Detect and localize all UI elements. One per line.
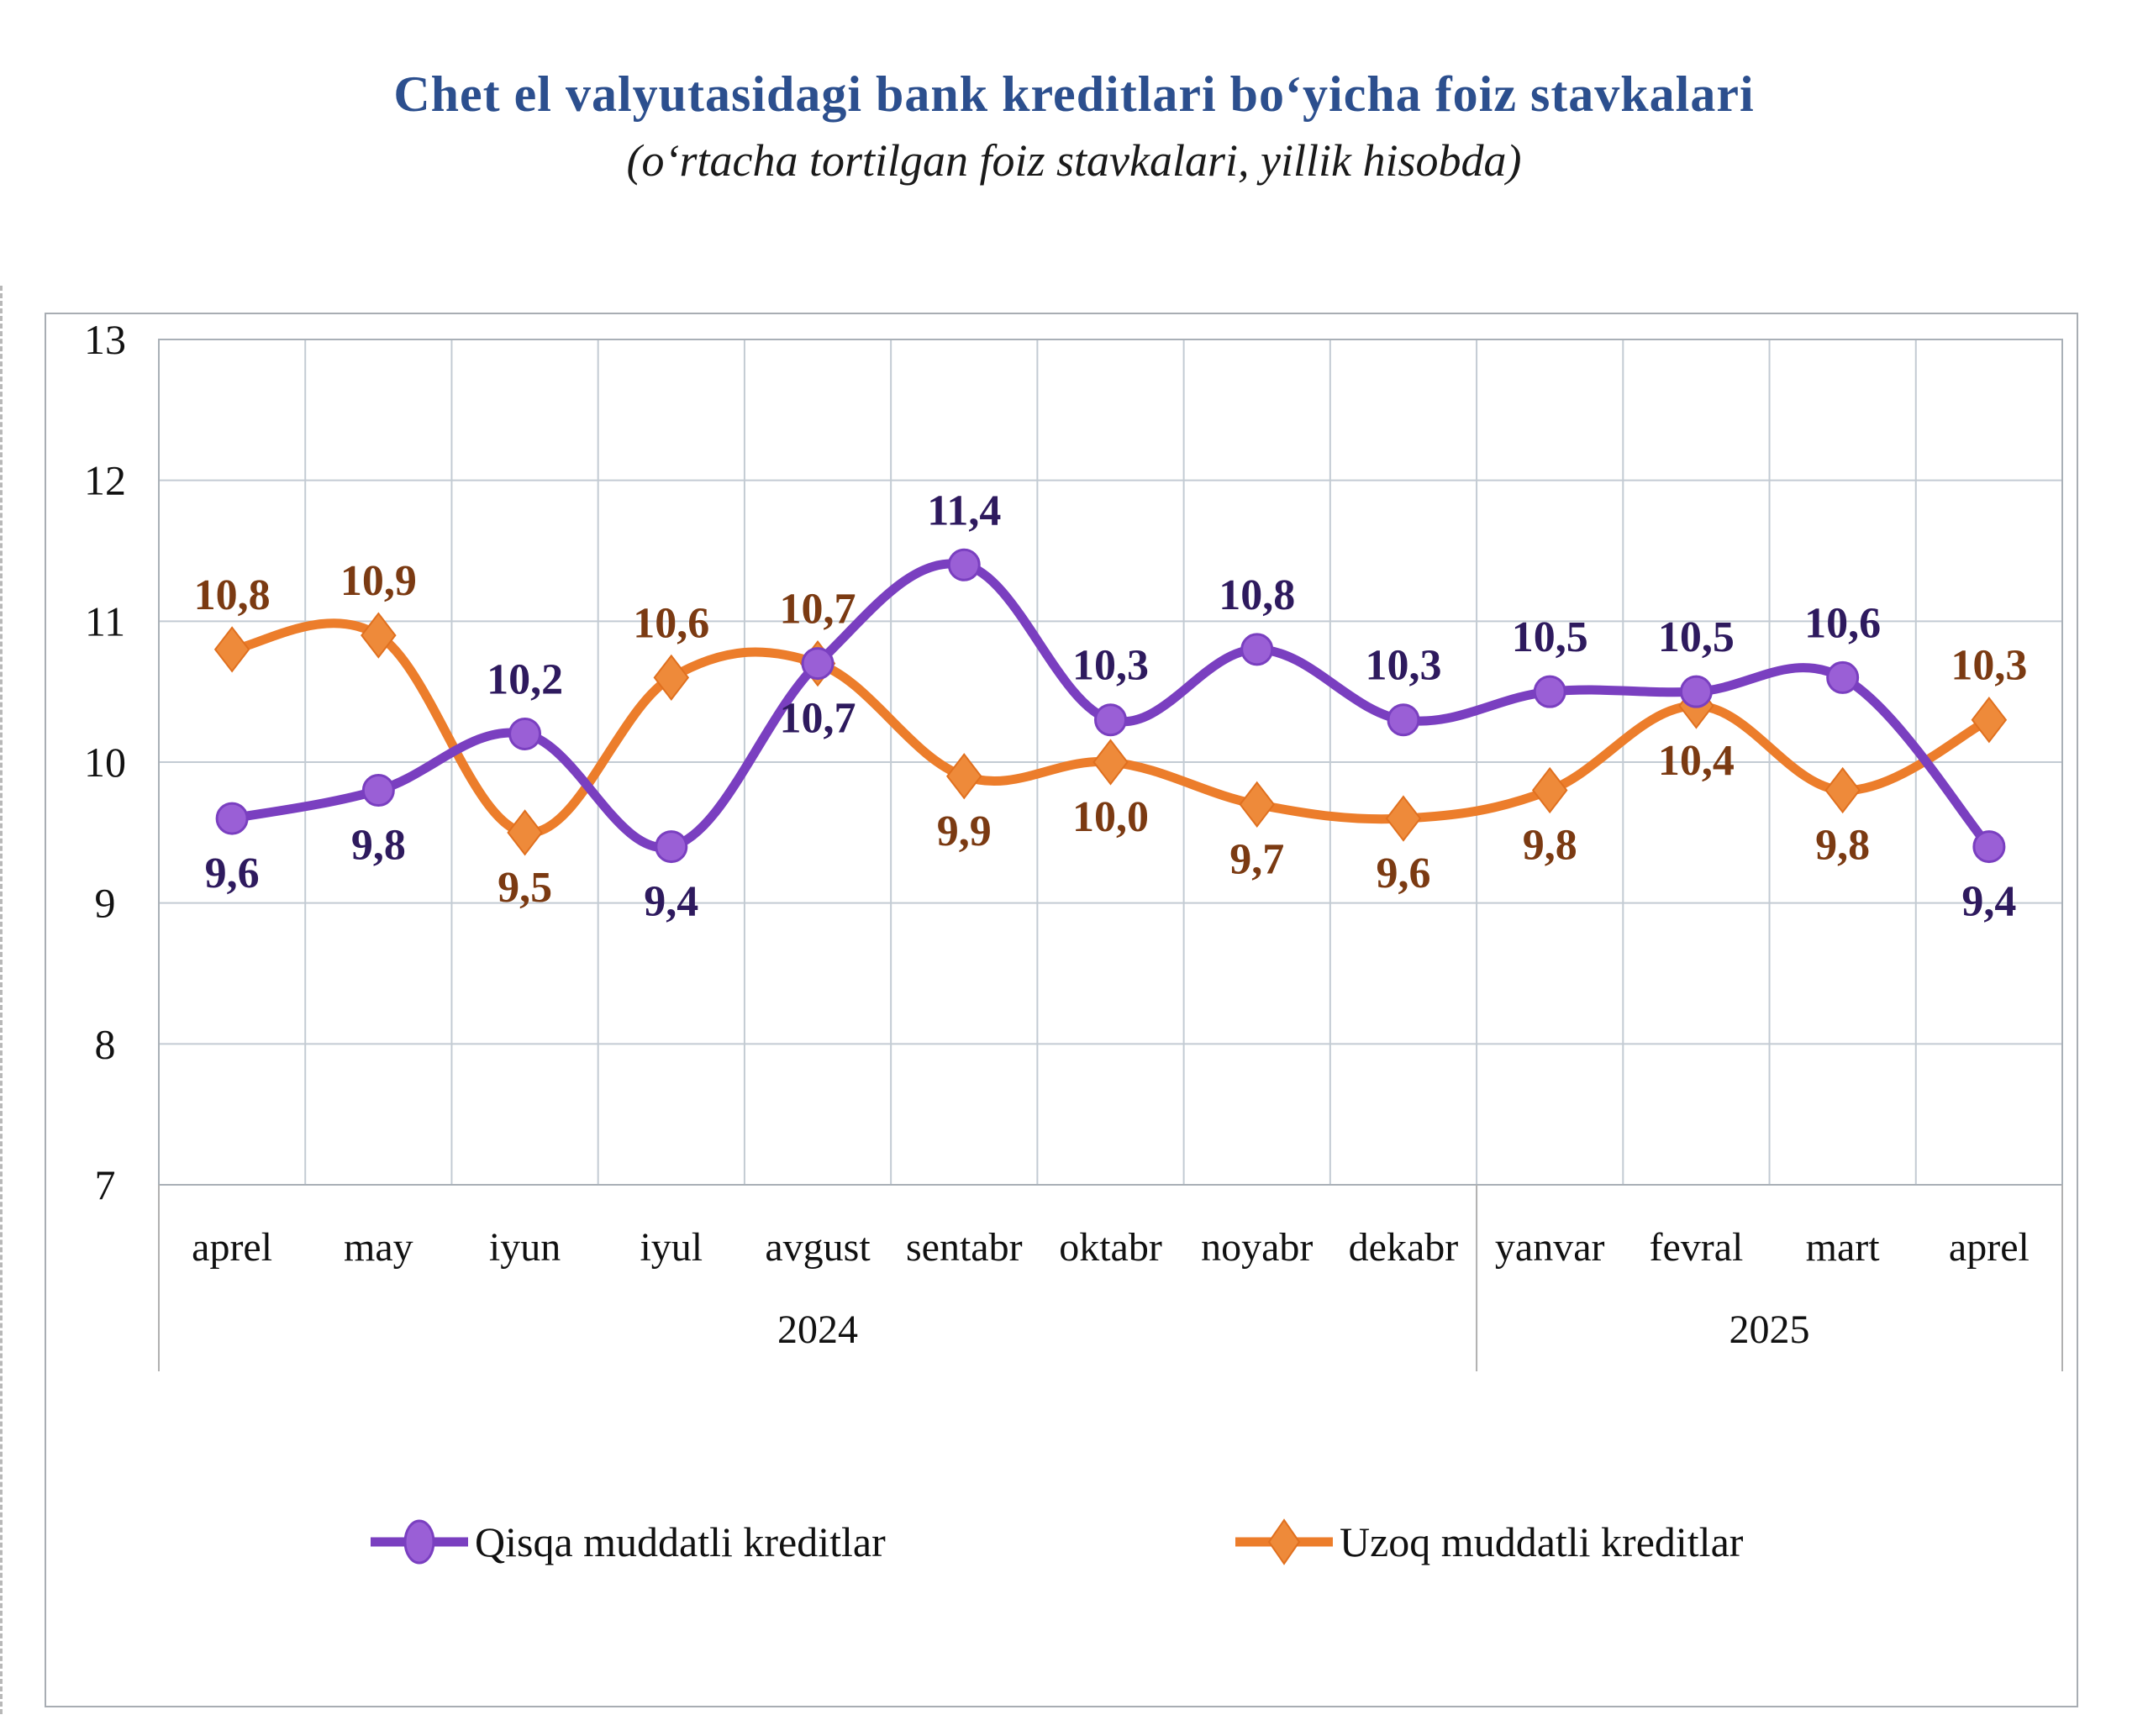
x-tick-label: fevral <box>1649 1225 1743 1270</box>
data-label: 9,4 <box>1961 878 2016 926</box>
x-axis-categories: aprel may iyun iyul avgust sentabr oktabr noyab… <box>192 1225 2030 1352</box>
data-label: 10,8 <box>1219 571 1295 619</box>
y-tick-label: 7 <box>95 1161 116 1208</box>
data-label: 9,7 <box>1229 835 1284 883</box>
data-point-diamond <box>1385 795 1422 842</box>
chart-title: Chet el valyutasidagi bank kreditlari bo… <box>393 66 1755 122</box>
data-point-diamond <box>1824 766 1861 814</box>
chart-frame <box>45 313 2078 1707</box>
legend-item-qisqa: Qisqa muddatli kreditlar <box>369 1517 886 1567</box>
data-point-diamond <box>507 809 543 856</box>
data-label: 9,8 <box>1815 822 1870 870</box>
data-point-circle <box>655 830 688 864</box>
y-tick-label: 13 <box>84 316 126 363</box>
x-tick-label: avgust <box>765 1225 871 1270</box>
data-point-circle <box>1972 830 2006 864</box>
data-label: 10,7 <box>780 695 856 743</box>
x-tick-label: sentabr <box>906 1225 1023 1270</box>
data-point-circle <box>508 717 542 750</box>
y-tick-label: 11 <box>85 597 125 644</box>
grid <box>158 339 2063 1371</box>
x-tick-label: aprel <box>1949 1225 2030 1270</box>
data-label: 10,6 <box>1804 599 1881 647</box>
data-label: 10,0 <box>1072 793 1149 841</box>
x-tick-label: iyul <box>640 1225 703 1270</box>
data-point-circle <box>1387 703 1420 737</box>
data-point-circle <box>215 802 249 835</box>
data-point-diamond <box>1239 781 1275 828</box>
chart-subtitle: (o‘rtacha tortilgan foiz stavkalari, yil… <box>626 135 1522 186</box>
plot-area-border <box>158 339 2063 1186</box>
legend-diamond-marker-icon <box>1235 1518 1333 1565</box>
x-tick-label: mart <box>1806 1225 1881 1270</box>
data-label: 9,8 <box>1523 822 1577 870</box>
y-tick-label: 10 <box>84 739 126 786</box>
data-label: 10,2 <box>487 655 563 703</box>
data-label: 10,8 <box>194 571 271 619</box>
y-tick-label: 9 <box>95 880 116 927</box>
y-tick-label: 8 <box>95 1020 116 1067</box>
data-point-circle <box>1826 660 1860 694</box>
data-label: 9,6 <box>205 850 260 897</box>
data-labels: 10,8 10,9 9,5 10,6 10,7 9,9 10,0 9,7 9,6 9,8 10,4 9… <box>194 487 2028 925</box>
series-group <box>213 548 2008 864</box>
y-axis-ticks: 7 8 9 10 11 12 13 <box>84 316 126 1208</box>
data-point-diamond <box>213 626 250 673</box>
data-label: 9,6 <box>1376 850 1430 897</box>
data-label: 10,3 <box>1951 642 2027 690</box>
data-label: 9,4 <box>644 878 698 926</box>
legend-item-uzoq: Uzoq muddatli kreditlar <box>1234 1517 1743 1567</box>
data-point-circle <box>1094 703 1127 737</box>
data-point-circle <box>1679 675 1713 708</box>
data-label: 9,5 <box>498 864 552 912</box>
page-edge-dashed-line <box>0 286 3 1714</box>
data-label: 10,5 <box>1658 613 1735 661</box>
data-point-diamond <box>653 654 690 702</box>
x-tick-label: aprel <box>192 1225 272 1270</box>
data-point-diamond <box>1092 739 1129 786</box>
legend-label: Qisqa muddatli kreditlar <box>475 1518 886 1565</box>
x-tick-label: may <box>344 1225 413 1270</box>
data-point-diamond <box>361 612 397 659</box>
data-point-circle <box>801 647 834 681</box>
data-label: 11,4 <box>927 487 1001 534</box>
data-label: 10,9 <box>340 557 417 605</box>
x-tick-label: iyun <box>489 1225 561 1270</box>
y-tick-label: 12 <box>84 457 126 504</box>
data-point-diamond <box>1971 697 2008 744</box>
legend-circle-marker-icon <box>371 1519 468 1565</box>
data-point-circle <box>1240 633 1274 666</box>
data-label: 10,7 <box>780 586 856 634</box>
x-group-label: 2025 <box>1729 1307 1810 1352</box>
data-label: 10,6 <box>633 599 709 647</box>
data-label: 9,8 <box>351 822 406 870</box>
data-point-diamond <box>946 753 982 800</box>
data-point-circle <box>361 774 395 808</box>
x-tick-label: yanvar <box>1495 1225 1605 1270</box>
legend-label: Uzoq muddatli kreditlar <box>1340 1518 1744 1565</box>
data-label: 10,3 <box>1365 642 1441 690</box>
data-label: 10,4 <box>1658 737 1735 785</box>
data-point-diamond <box>1531 766 1568 814</box>
x-tick-label: dekabr <box>1349 1225 1459 1270</box>
x-tick-label: oktabr <box>1059 1225 1162 1270</box>
x-tick-label: noyabr <box>1201 1225 1313 1270</box>
data-point-circle <box>947 548 981 581</box>
x-group-label: 2024 <box>777 1307 858 1352</box>
data-label: 9,9 <box>937 808 992 855</box>
data-point-circle <box>1533 675 1566 708</box>
data-label: 10,3 <box>1072 642 1149 690</box>
data-label: 10,5 <box>1512 613 1588 661</box>
